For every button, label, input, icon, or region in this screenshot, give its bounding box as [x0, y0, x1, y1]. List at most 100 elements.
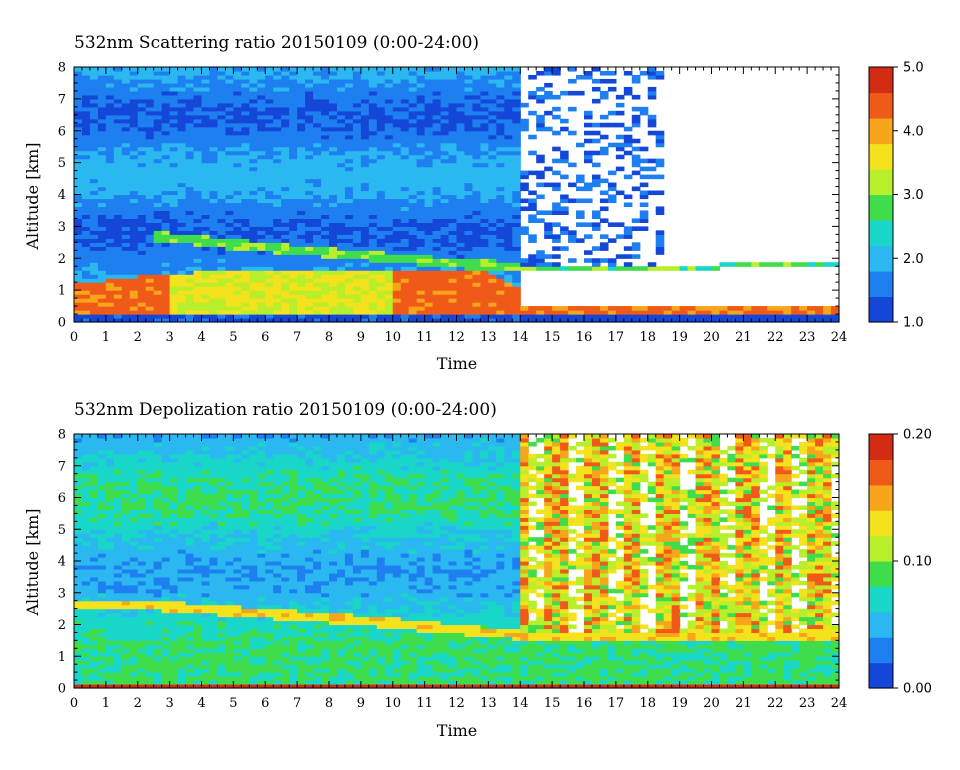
heatmap-cell	[432, 258, 442, 263]
heatmap-cell	[169, 246, 179, 251]
heatmap-cell	[488, 110, 497, 116]
heatmap-cell	[74, 206, 83, 212]
heatmap-cell	[496, 150, 505, 156]
heatmap-cell	[225, 138, 234, 144]
heatmap-cell	[121, 106, 131, 112]
heatmap-cell	[289, 150, 298, 156]
heatmap-cell	[400, 174, 410, 180]
colorbar-tick-label: 4.0	[903, 124, 924, 139]
heatmap-cell	[129, 636, 139, 641]
heatmap-cell	[512, 306, 521, 311]
heatmap-cell	[113, 529, 123, 534]
heatmap-cell	[161, 114, 171, 120]
heatmap-cell	[97, 549, 107, 554]
heatmap-cell	[448, 90, 458, 96]
heatmap-cell	[129, 74, 139, 80]
heatmap-cell	[305, 318, 314, 323]
heatmap-cell	[488, 67, 497, 72]
heatmap-cell	[161, 218, 171, 223]
heatmap-cell	[488, 150, 497, 156]
heatmap-cell	[472, 274, 482, 279]
heatmap-cell	[297, 210, 306, 216]
heatmap-cell	[496, 218, 505, 223]
heatmap-cell	[97, 114, 107, 120]
heatmap-cell	[265, 302, 274, 307]
heatmap-cell	[273, 82, 282, 88]
heatmap-cell	[185, 238, 195, 243]
heatmap-cell	[408, 238, 418, 243]
heatmap-cell	[81, 166, 91, 172]
heatmap-cell	[113, 306, 123, 311]
heatmap-cell	[129, 306, 139, 311]
heatmap-cell	[217, 234, 227, 239]
heatmap-cell	[400, 190, 410, 196]
heatmap-cell	[329, 246, 338, 251]
heatmap-cell	[193, 302, 203, 307]
heatmap-cell	[496, 286, 505, 291]
heatmap-cell	[209, 294, 219, 299]
heatmap-cell	[799, 310, 808, 315]
heatmap-cell	[129, 553, 139, 558]
heatmap-cell	[321, 102, 330, 108]
heatmap-cell	[472, 146, 482, 152]
heatmap-cell	[121, 592, 131, 598]
y-tick-label: 1	[58, 284, 66, 299]
heatmap-cell	[321, 210, 330, 216]
heatmap-cell	[249, 298, 258, 303]
heatmap-cell	[185, 70, 195, 76]
heatmap-cell	[257, 202, 266, 208]
heatmap-cell	[552, 206, 561, 212]
heatmap-cell	[137, 118, 147, 124]
heatmap-cell	[432, 162, 442, 168]
heatmap-cell	[145, 67, 155, 72]
heatmap-cell	[233, 314, 242, 319]
heatmap-cell	[137, 90, 147, 96]
heatmap-cell	[584, 234, 593, 239]
heatmap-cell	[448, 174, 458, 180]
heatmap-cell	[305, 158, 314, 164]
heatmap-cell	[416, 202, 426, 208]
heatmap-cell	[352, 218, 362, 223]
heatmap-cell	[297, 174, 306, 180]
heatmap-cell	[313, 194, 322, 200]
heatmap-cell	[336, 226, 346, 231]
heatmap-cell	[121, 266, 131, 271]
heatmap-cell	[273, 178, 282, 184]
heatmap-cell	[647, 310, 657, 315]
heatmap-cell	[488, 122, 497, 128]
heatmap-cell	[185, 74, 195, 80]
heatmap-cell	[512, 70, 521, 76]
heatmap-cell	[105, 298, 115, 303]
heatmap-cell	[297, 158, 306, 164]
heatmap-cell	[241, 86, 250, 92]
heatmap-cell	[440, 170, 450, 176]
heatmap-cell	[89, 497, 99, 503]
heatmap-cell	[424, 138, 434, 144]
heatmap-cell	[169, 170, 179, 176]
heatmap-cell	[591, 246, 601, 251]
heatmap-cell	[113, 122, 123, 128]
heatmap-cell	[209, 306, 219, 311]
heatmap-cell	[512, 126, 521, 132]
heatmap-cell	[89, 166, 99, 172]
heatmap-cell	[265, 274, 274, 279]
heatmap-cell	[297, 118, 306, 124]
heatmap-cell	[113, 238, 123, 243]
heatmap-cell	[440, 182, 450, 188]
heatmap-cell	[313, 226, 322, 231]
heatmap-cell	[105, 600, 115, 606]
heatmap-cell	[153, 158, 163, 164]
heatmap-cell	[209, 114, 219, 120]
heatmap-cell	[241, 310, 250, 315]
heatmap-cell	[368, 154, 378, 160]
heatmap-cell	[129, 568, 139, 574]
heatmap-cell	[161, 266, 171, 271]
heatmap-cell	[113, 473, 123, 479]
heatmap-cell	[297, 110, 306, 116]
heatmap-cell	[464, 290, 474, 295]
heatmap-cell	[416, 262, 426, 267]
heatmap-cell	[89, 210, 99, 216]
heatmap-cell	[153, 202, 163, 208]
heatmap-cell	[193, 134, 203, 140]
heatmap-cell	[74, 238, 83, 243]
